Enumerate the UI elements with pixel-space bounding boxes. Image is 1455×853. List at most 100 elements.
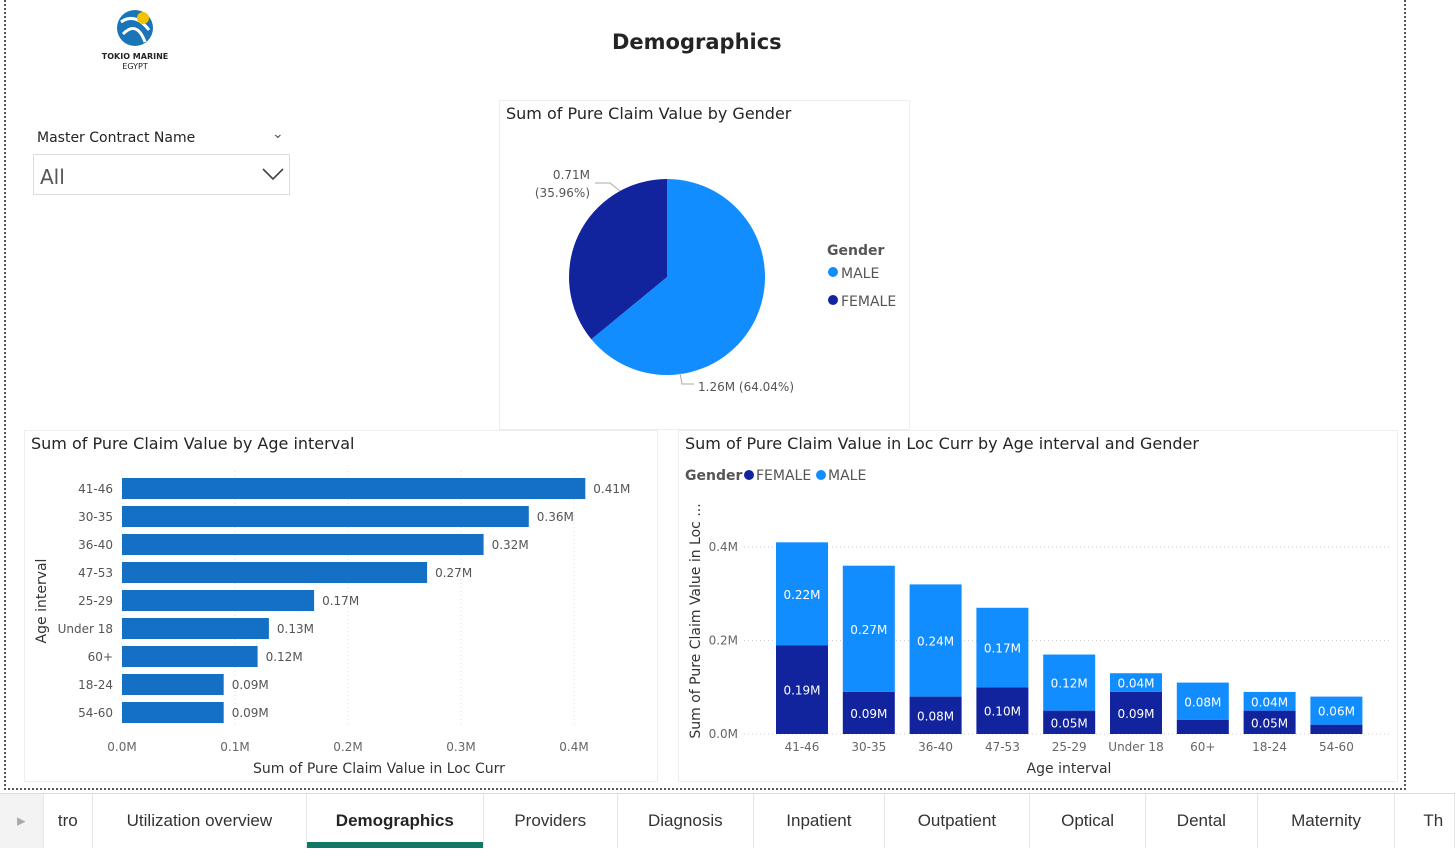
- column-segment-female-36-40: [909, 696, 962, 734]
- pie-chart-gender: Sum of Pure Claim Value by Gender 1.26M …: [499, 100, 910, 430]
- y-axis-title: Sum of Pure Claim Value in Loc ...: [688, 503, 704, 738]
- tab-maternity[interactable]: Maternity: [1258, 794, 1396, 848]
- y-tick-label: 60+: [88, 650, 113, 664]
- bar-60+: [122, 646, 258, 667]
- x-tick-label: 30-35: [851, 740, 886, 754]
- x-tick-label: 25-29: [1052, 740, 1087, 754]
- x-tick-label: 18-24: [1252, 740, 1287, 754]
- tab-diagnosis[interactable]: Diagnosis: [618, 794, 755, 848]
- dropdown-value: All: [40, 165, 65, 189]
- data-label: 0.12M: [1051, 677, 1088, 691]
- data-label: 0.41M: [593, 482, 630, 496]
- tab-next[interactable]: Th: [1395, 794, 1455, 848]
- pie-label-female-pct: (35.96%): [535, 186, 590, 200]
- column-segment-male-25-29: [1043, 654, 1096, 711]
- x-tick-label: 0.4M: [559, 740, 588, 754]
- bar-47-53: [122, 562, 428, 583]
- bar-chart-title: Sum of Pure Claim Value by Age interval: [31, 434, 355, 453]
- data-label: 0.17M: [322, 594, 359, 608]
- column-segment-female-25-29: [1043, 710, 1096, 734]
- report-canvas: [4, 0, 1406, 790]
- column-segment-female-60+: [1176, 719, 1229, 734]
- x-tick-label: 0.3M: [446, 740, 475, 754]
- tabs-scroll-left-button[interactable]: ▸: [0, 794, 44, 848]
- data-label: 0.17M: [984, 642, 1021, 656]
- y-tick-label: 18-24: [78, 678, 113, 692]
- data-label: 0.09M: [850, 707, 887, 721]
- chevron-down-icon: [262, 168, 284, 181]
- column-segment-male-60+: [1176, 682, 1229, 720]
- master-contract-dropdown[interactable]: All: [33, 154, 290, 195]
- legend-label-female: FEMALE: [756, 468, 811, 484]
- column-segment-female-Under 18: [1110, 691, 1162, 734]
- bar-chart-age-interval: Sum of Pure Claim Value by Age interval …: [24, 430, 658, 782]
- tab-outpatient[interactable]: Outpatient: [885, 794, 1031, 848]
- y-tick-label: Under 18: [58, 622, 113, 636]
- company-logo: TOKIO MARINE EGYPT: [100, 8, 170, 71]
- data-label: 0.36M: [537, 510, 574, 524]
- tab-intro[interactable]: tro: [44, 794, 94, 848]
- page-tabs: ▸ tro Utilization overview Demographics …: [0, 793, 1455, 853]
- bar-25-29: [122, 590, 315, 611]
- column-segment-male-Under 18: [1110, 673, 1162, 692]
- legend-marker-female: [828, 295, 838, 305]
- pie-chart-title: Sum of Pure Claim Value by Gender: [506, 104, 792, 123]
- legend-marker-male: [828, 267, 838, 277]
- x-axis-title: Age interval: [1027, 761, 1112, 777]
- column-segment-male-47-53: [976, 607, 1029, 688]
- legend-title: Gender: [685, 468, 742, 484]
- column-segment-female-54-60: [1310, 724, 1363, 734]
- tab-optical[interactable]: Optical: [1030, 794, 1146, 848]
- column-segment-male-36-40: [909, 584, 962, 697]
- pie-legend-title: Gender: [827, 243, 884, 259]
- tab-utilization-overview[interactable]: Utilization overview: [93, 794, 307, 848]
- pie-slice-male: [591, 179, 765, 376]
- data-label: 0.10M: [984, 705, 1021, 719]
- legend-label-male: MALE: [841, 266, 879, 282]
- x-tick-label: 0.2M: [333, 740, 362, 754]
- pie-slice-female: [569, 179, 667, 340]
- bar-36-40: [122, 534, 484, 555]
- column-segment-female-18-24: [1243, 710, 1296, 734]
- pie-label-female-value: 0.71M: [553, 168, 590, 182]
- column-segment-female-47-53: [976, 687, 1029, 734]
- data-label: 0.04M: [1117, 677, 1154, 691]
- data-label: 0.13M: [277, 622, 314, 636]
- pie-leader-line: [679, 372, 694, 385]
- x-tick-label: 36-40: [918, 740, 953, 754]
- page-title: Demographics: [612, 30, 782, 54]
- x-tick-label: 0.1M: [220, 740, 249, 754]
- x-axis-title: Sum of Pure Claim Value in Loc Curr: [253, 761, 505, 777]
- bar-Under 18: [122, 618, 269, 639]
- data-label: 0.24M: [917, 635, 954, 649]
- x-tick-label: 54-60: [1319, 740, 1354, 754]
- logo-globe-icon: [117, 10, 153, 46]
- column-chart-age-gender: Sum of Pure Claim Value in Loc Curr by A…: [678, 430, 1398, 782]
- slicer-collapse-chevron-icon[interactable]: ⌄: [272, 126, 284, 142]
- y-tick-label: 47-53: [78, 566, 113, 580]
- legend-label-female: FEMALE: [841, 294, 896, 310]
- data-label: 0.08M: [917, 709, 954, 723]
- y-axis-title: Age interval: [34, 559, 50, 644]
- column-segment-female-30-35: [842, 691, 895, 734]
- column-segment-male-18-24: [1243, 691, 1296, 711]
- data-label: 0.27M: [850, 623, 887, 637]
- column-segment-female-41-46: [776, 645, 828, 734]
- tab-inpatient[interactable]: Inpatient: [754, 794, 885, 848]
- data-label: 0.05M: [1051, 716, 1088, 730]
- tab-demographics[interactable]: Demographics: [306, 794, 484, 848]
- bar-41-46: [122, 478, 586, 499]
- data-label: 0.09M: [1117, 707, 1154, 721]
- data-label: 0.12M: [266, 650, 303, 664]
- x-tick-label: 41-46: [785, 740, 820, 754]
- legend-marker-female: [744, 470, 754, 480]
- data-label: 0.05M: [1251, 716, 1288, 730]
- column-segment-male-30-35: [842, 565, 895, 692]
- pie-leader-line: [595, 182, 621, 192]
- y-tick-label: 0.4M: [709, 540, 738, 554]
- tab-dental[interactable]: Dental: [1146, 794, 1258, 848]
- legend-marker-male: [816, 470, 826, 480]
- column-segment-male-54-60: [1310, 696, 1363, 725]
- x-tick-label: Under 18: [1108, 740, 1163, 754]
- tab-providers[interactable]: Providers: [484, 794, 618, 848]
